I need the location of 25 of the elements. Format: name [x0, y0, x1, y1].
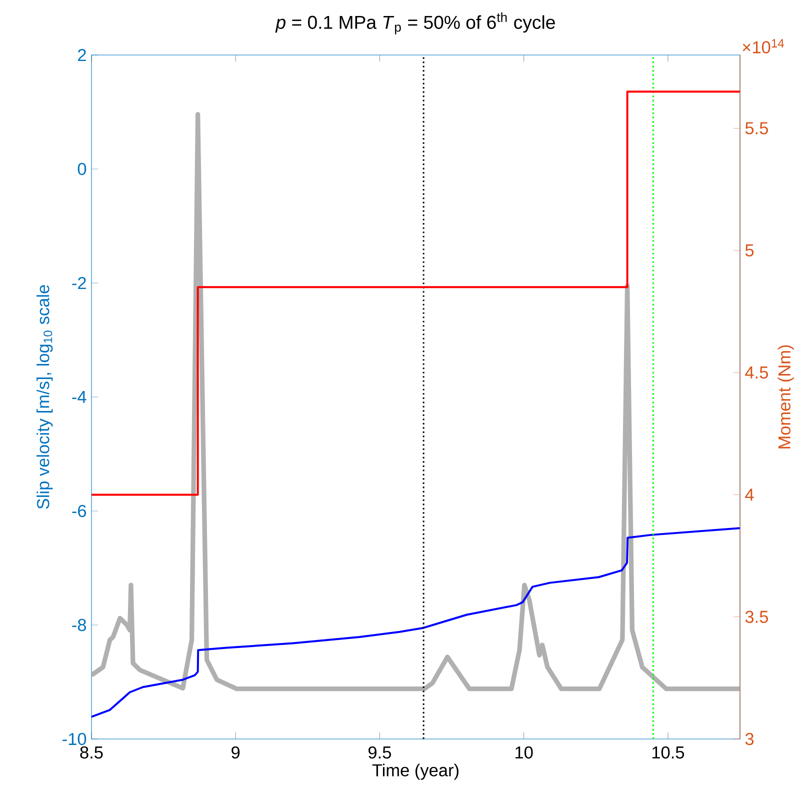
y2-tick-label: 5: [745, 244, 754, 256]
line-series: [91, 527, 740, 718]
x-tick-label: 10: [516, 746, 533, 759]
x-tick-label: 8.5: [80, 746, 103, 759]
y-tick-label: -2: [72, 276, 86, 290]
y2-axis-title: Moment (Nm): [778, 345, 794, 448]
y-tick-label: 0: [78, 162, 86, 176]
text: ×10$^{14}$: [742, 39, 784, 54]
x-tick-label: 9: [232, 746, 240, 759]
x-tick-label: 10.5: [652, 746, 684, 759]
y2-tick-label: 3: [745, 732, 754, 746]
x-tick-label: 9.5: [368, 746, 391, 759]
y-tick-label: 2: [78, 48, 86, 62]
y-tick-label: -6: [72, 504, 86, 518]
y-tick-label: -8: [72, 618, 86, 632]
y-tick-label: -4: [72, 391, 86, 403]
line-series: [91, 112, 740, 692]
y2-tick-label: 4.5: [745, 366, 768, 379]
y2-tick-label: 5.5: [745, 122, 768, 134]
x-axis-title: Time (year): [372, 764, 458, 780]
chart-title: p = 0.1 MPa T$_{p}$ = 50% of 6$^{th}$ cycle: [275, 12, 555, 34]
y2-tick-label: 3.5: [745, 610, 768, 623]
y-axis-title: Slip velocity [m/s], log$_{10}$ scale: [36, 285, 53, 509]
y2-tick-label: 4: [745, 488, 754, 501]
y-tick-label: -10: [62, 732, 86, 746]
